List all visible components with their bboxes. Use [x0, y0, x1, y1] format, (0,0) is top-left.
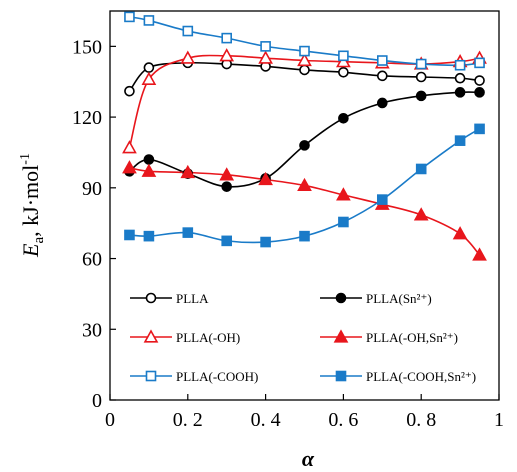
data-point-plla-oh-sn [452, 226, 468, 240]
y-tick-label: 60 [82, 249, 102, 271]
data-point-plla-oh-sn [413, 207, 429, 221]
legend-label-plla-oh-sn: PLLA(-OH,Sn²⁺) [366, 330, 458, 345]
data-point-plla-sn [415, 90, 427, 102]
data-point-plla-sn [299, 140, 310, 151]
data-point-plla-cooh [143, 15, 155, 26]
data-point-plla-oh-sn [297, 177, 312, 192]
data-point-plla-oh [122, 140, 137, 154]
plot-area-border [109, 10, 500, 401]
x-tick-label: 0. 4 [251, 409, 281, 431]
data-point-plla-cooh-sn [182, 227, 194, 238]
data-point-plla-sn [221, 181, 232, 192]
legend: PLLA PLLA(Sn²⁺) PLLA(-OH) PLLA(-OH,Sn²⁺) PLL… [130, 291, 476, 384]
data-point-plla-cooh [376, 55, 388, 66]
y-axis-title: Ea, kJ·mol-1 [18, 153, 47, 258]
data-point-plla-cooh-sn [221, 235, 232, 247]
data-point-plla-oh [297, 52, 312, 67]
legend-label-plla-sn: PLLA(Sn²⁺) [366, 291, 432, 306]
x-tick-label: 0 [105, 409, 115, 431]
legend-label-plla-cooh: PLLA(-COOH) [176, 369, 258, 384]
data-point-plla-cooh [415, 58, 427, 70]
data-point-plla-oh-sn [219, 167, 235, 181]
data-point-plla-cooh-sn [143, 230, 155, 242]
data-point-plla-oh [180, 50, 196, 64]
data-point-plla-sn [454, 87, 466, 98]
x-tick-label: 0. 8 [406, 409, 436, 431]
data-point-plla-cooh [182, 25, 194, 37]
data-point-plla-sn [143, 154, 155, 165]
data-point-plla-cooh [454, 59, 466, 71]
data-point-plla-cooh-sn [454, 135, 466, 146]
y-tick-label: 120 [72, 107, 102, 129]
plot-frame [109, 10, 500, 401]
data-point-plla-cooh [260, 41, 271, 52]
data-point-plla-oh [141, 71, 157, 85]
data-point-plla-cooh-sn [474, 123, 485, 135]
x-tick-label: 0. 2 [173, 409, 203, 431]
legend-label-plla-oh: PLLA(-OH) [176, 330, 240, 345]
legend-marker-plla-cooh-sn [335, 370, 347, 382]
data-point-plla-oh-sn [180, 164, 196, 179]
data-point-plla-cooh [299, 45, 310, 57]
data-point-plla-cooh-sn [338, 216, 349, 228]
y-tick-label: 150 [72, 36, 102, 58]
y-tick-label: 30 [82, 319, 102, 341]
legend-marker-plla-oh [143, 329, 159, 343]
data-point-plla-sn [338, 112, 349, 124]
data-point-plla-cooh [338, 50, 349, 62]
data-point-plla-oh [219, 48, 235, 62]
legend-label-plla-cooh-sn: PLLA(-COOH,Sn²⁺) [366, 369, 476, 384]
data-point-plla-cooh [221, 32, 232, 44]
data-point-plla-oh-sn [472, 247, 487, 261]
data-point-plla-oh-sn [122, 160, 137, 174]
data-point-plla [474, 75, 485, 86]
data-point-plla-oh [258, 50, 273, 64]
y-tick-label: 90 [82, 178, 102, 200]
data-point-plla-sn [474, 87, 485, 98]
x-tick-label: 0. 6 [328, 409, 358, 431]
data-point-plla-cooh [474, 57, 485, 69]
data-point-plla-cooh-sn [376, 194, 388, 205]
data-point-plla-cooh [124, 11, 135, 23]
data-point-plla-oh-sn [336, 187, 351, 201]
data-point-plla [143, 62, 155, 73]
data-point-plla-sn [376, 97, 388, 109]
data-point-plla-oh-sn [141, 163, 157, 177]
data-point-plla [338, 66, 349, 78]
y-axis-title-subscript: a [31, 237, 47, 244]
data-point-plla [454, 72, 466, 84]
data-point-plla-cooh-sn [415, 163, 427, 175]
data-point-plla [299, 64, 310, 76]
x-tick-label: 1 [494, 409, 504, 431]
legend-marker-plla-sn [335, 292, 347, 304]
y-tick-label: 0 [92, 390, 102, 412]
data-point-plla [415, 71, 427, 83]
legend-marker-plla-cooh [145, 370, 157, 382]
legend-marker-plla [145, 292, 157, 304]
y-axis-title-superscript: -1 [18, 153, 33, 165]
x-axis-title: α [302, 446, 315, 471]
data-point-plla-cooh-sn [260, 236, 271, 248]
legend-marker-plla-oh-sn [333, 329, 349, 343]
y-axis-title-unit: , kJ·mol [18, 165, 43, 237]
legend-label-plla: PLLA [176, 291, 209, 306]
data-point-plla [124, 85, 135, 97]
series-markers [122, 11, 487, 261]
data-point-plla-oh-sn [258, 171, 273, 186]
data-point-plla-cooh-sn [299, 230, 310, 242]
data-point-plla [376, 70, 388, 82]
axis-ticks: 0 30 60 90 120 150 0 0. 2 0. 4 0. 6 0. 8 1 [72, 36, 504, 431]
data-point-plla-cooh-sn [124, 229, 135, 241]
y-axis-title-main: E [18, 243, 43, 258]
